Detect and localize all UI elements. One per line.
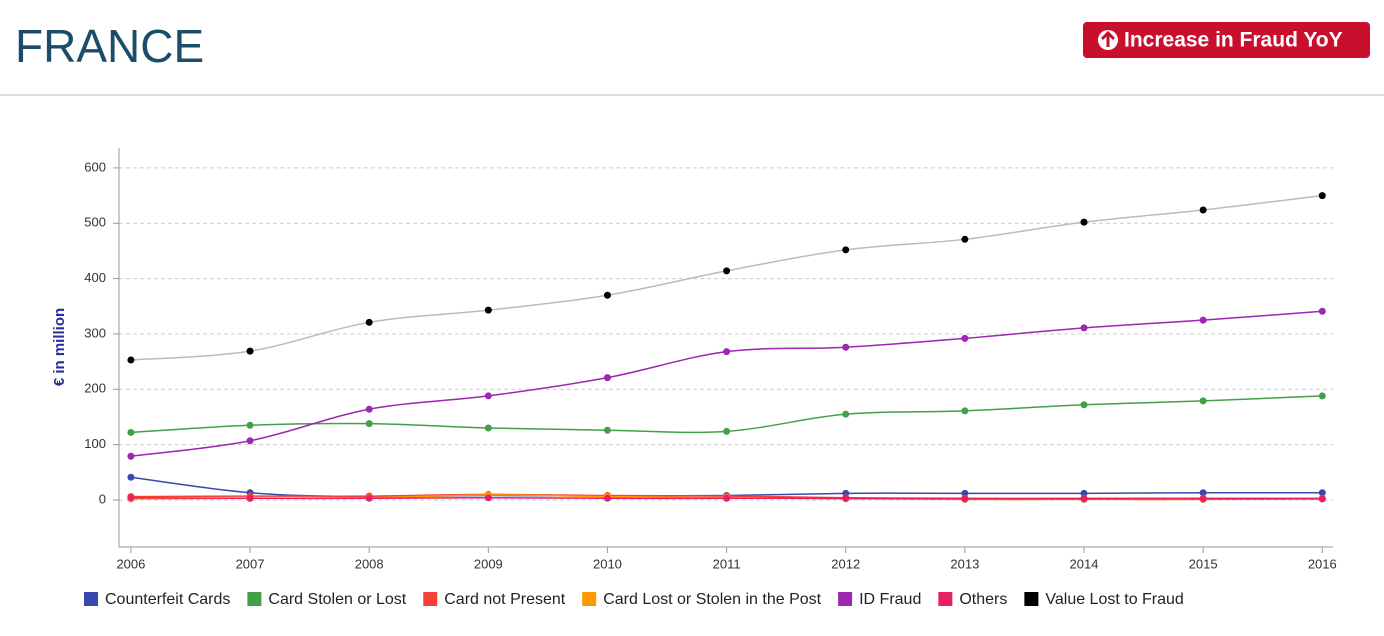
data-point [603, 374, 611, 382]
data-point [842, 343, 850, 351]
data-point [842, 410, 850, 418]
x-tick-label: 2006 [116, 556, 145, 571]
legend-label[interactable]: Others [959, 591, 1007, 608]
legend-label[interactable]: Card not Present [444, 591, 566, 608]
data-point [603, 291, 611, 299]
x-tick-label: 2010 [593, 556, 622, 571]
data-point [1080, 218, 1088, 226]
x-tick-label: 2007 [236, 556, 265, 571]
data-point [961, 495, 969, 503]
data-point [1199, 397, 1207, 405]
legend-swatch[interactable] [423, 592, 438, 606]
data-point [484, 306, 492, 314]
y-tick-label: 400 [84, 270, 106, 285]
data-point [1318, 495, 1326, 503]
data-point [365, 494, 373, 502]
button-label[interactable]: Increase in Fraud YoY [1124, 29, 1343, 52]
x-tick-label: 2016 [1308, 556, 1337, 571]
data-point [365, 318, 373, 326]
data-point [246, 494, 254, 502]
x-tick-label: 2014 [1070, 556, 1099, 571]
legend-swatch[interactable] [582, 592, 597, 606]
data-point [127, 473, 135, 481]
x-tick-label: 2012 [831, 556, 860, 571]
x-tick-label: 2011 [713, 556, 741, 571]
y-tick-label: 500 [84, 215, 106, 230]
y-tick-label: 300 [84, 325, 106, 340]
legend-swatch[interactable] [247, 592, 262, 606]
data-point [1318, 392, 1326, 400]
page-title: FRANCE [15, 20, 204, 72]
data-point [1318, 192, 1326, 200]
y-tick-label: 0 [99, 491, 106, 506]
data-point [127, 356, 135, 364]
data-point [484, 392, 492, 400]
data-point [1199, 316, 1207, 324]
data-point [365, 420, 373, 428]
button-arrow [1100, 30, 1116, 47]
data-point [1318, 307, 1326, 315]
data-point [961, 407, 969, 415]
y-tick-label: 200 [84, 381, 106, 396]
legend-swatch[interactable] [838, 592, 853, 606]
x-tick-label: 2015 [1189, 556, 1218, 571]
data-point [603, 494, 611, 502]
data-point [246, 421, 254, 429]
data-point [961, 489, 969, 497]
legend-swatch[interactable] [938, 592, 953, 606]
data-point [603, 426, 611, 434]
data-point [246, 437, 254, 445]
legend-label[interactable]: ID Fraud [859, 591, 921, 608]
data-point [842, 246, 850, 254]
y-tick-label: 600 [84, 159, 106, 174]
data-point [1199, 489, 1207, 497]
data-point [723, 348, 731, 356]
data-point [1199, 495, 1207, 503]
data-point [1318, 489, 1326, 497]
data-point [127, 428, 135, 436]
data-point [961, 334, 969, 342]
x-tick-label: 2008 [355, 556, 384, 571]
data-point [723, 494, 731, 502]
series-line [130, 194, 1323, 361]
legend-label[interactable]: Counterfeit Cards [105, 591, 230, 608]
data-point [961, 235, 969, 243]
data-point [127, 452, 135, 460]
data-point [1080, 489, 1088, 497]
y-tick-label: 100 [84, 436, 106, 451]
data-point [1080, 495, 1088, 503]
series-line [130, 395, 1323, 434]
data-point [1080, 324, 1088, 332]
data-point [1199, 206, 1207, 214]
fraud-button[interactable]: Increase in Fraud YoY [1083, 22, 1370, 58]
data-point [723, 267, 731, 275]
x-tick-label: 2013 [950, 556, 979, 571]
legend-label[interactable]: Value Lost to Fraud [1045, 591, 1183, 608]
data-point [1080, 401, 1088, 409]
legend-swatch[interactable] [84, 592, 98, 606]
data-point [365, 405, 373, 413]
y-axis-label: € in million [51, 308, 68, 386]
data-point [842, 494, 850, 502]
data-point [246, 347, 254, 355]
data-point [484, 494, 492, 502]
button-bg[interactable] [1083, 22, 1370, 58]
legend-label[interactable]: Card Lost or Stolen in the Post [603, 591, 821, 608]
data-point [723, 427, 731, 435]
legend-label[interactable]: Card Stolen or Lost [268, 591, 406, 608]
legend-swatch[interactable] [1024, 592, 1039, 606]
data-point [484, 424, 492, 432]
x-tick-label: 2009 [474, 556, 503, 571]
data-point [127, 494, 135, 502]
